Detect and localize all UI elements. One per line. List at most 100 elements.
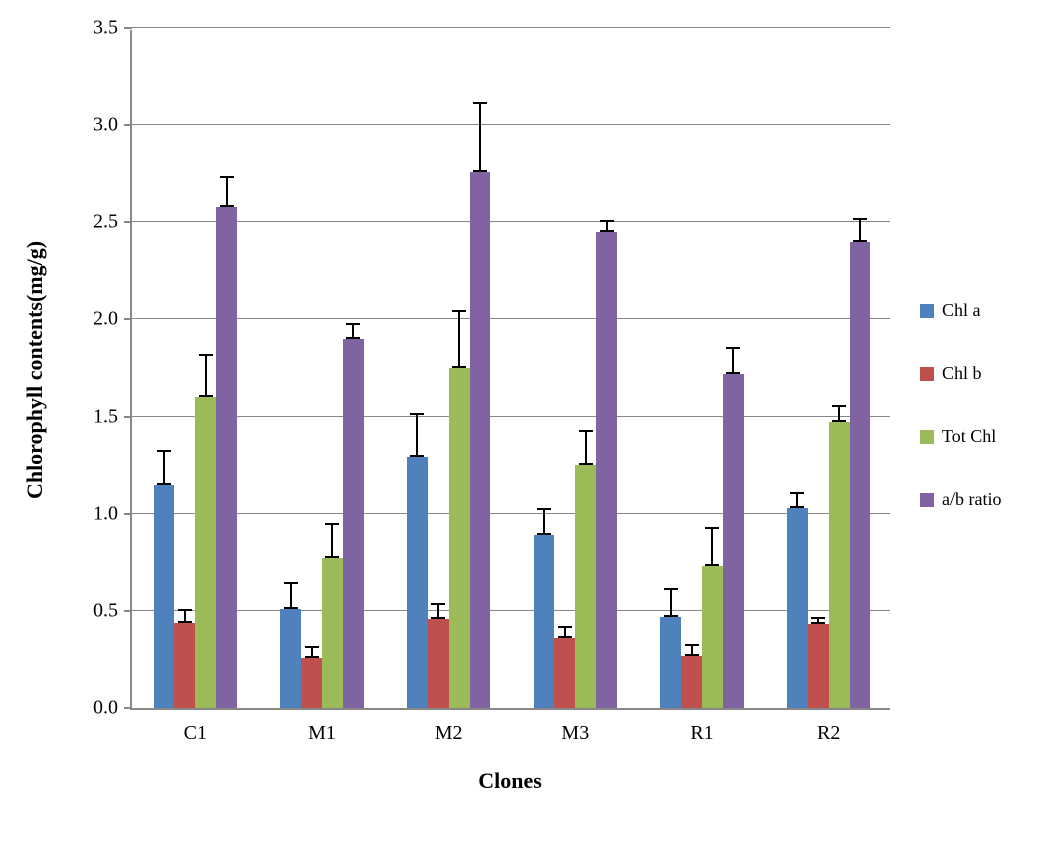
legend-item: Chl b xyxy=(920,363,1001,384)
errorbar-cap xyxy=(685,654,699,656)
bar xyxy=(534,535,555,708)
errorbar-cap xyxy=(726,372,740,374)
legend-label: Chl a xyxy=(942,300,981,321)
bar xyxy=(702,566,723,708)
legend-swatch xyxy=(920,304,934,318)
errorbar-cap xyxy=(537,508,551,510)
errorbar xyxy=(711,529,713,566)
bar xyxy=(829,422,850,708)
errorbar-cap xyxy=(178,609,192,611)
bar xyxy=(660,617,681,708)
errorbar-cap xyxy=(325,556,339,558)
errorbar-cap xyxy=(685,644,699,646)
y-axis-title: Chlorophyll contents(mg/g) xyxy=(22,241,48,499)
bar xyxy=(575,465,596,708)
gridline xyxy=(132,124,890,125)
legend-swatch xyxy=(920,430,934,444)
errorbar xyxy=(732,349,734,374)
x-tick-label: R2 xyxy=(817,708,840,745)
errorbar-cap xyxy=(178,621,192,623)
errorbar-cap xyxy=(157,483,171,485)
errorbar-cap xyxy=(305,646,319,648)
errorbar-cap xyxy=(853,240,867,242)
errorbar-cap xyxy=(579,430,593,432)
bar xyxy=(195,397,216,708)
chart-container: 0.00.51.01.52.02.53.03.5C1M1M2M3R1R2 Chl… xyxy=(0,0,1063,843)
bar xyxy=(280,609,301,708)
legend-item: Chl a xyxy=(920,300,1001,321)
bar xyxy=(428,619,449,708)
bar xyxy=(681,656,702,708)
errorbar-cap xyxy=(410,413,424,415)
legend-label: a/b ratio xyxy=(942,489,1001,510)
legend-item: a/b ratio xyxy=(920,489,1001,510)
bar xyxy=(301,658,322,709)
bar xyxy=(216,207,237,708)
errorbar-cap xyxy=(452,366,466,368)
errorbar-cap xyxy=(284,582,298,584)
bar xyxy=(808,624,829,708)
bar xyxy=(723,374,744,708)
errorbar-cap xyxy=(537,533,551,535)
legend-swatch xyxy=(920,493,934,507)
errorbar xyxy=(331,525,333,558)
errorbar-cap xyxy=(199,354,213,356)
errorbar-cap xyxy=(726,347,740,349)
y-tick-label: 0.0 xyxy=(93,697,132,720)
y-tick-label: 2.5 xyxy=(93,211,132,234)
x-tick-label: C1 xyxy=(184,708,207,745)
bar xyxy=(850,242,871,708)
x-tick-label: R1 xyxy=(690,708,713,745)
legend-label: Chl b xyxy=(942,363,982,384)
errorbar-cap xyxy=(853,218,867,220)
gridline xyxy=(132,610,890,611)
errorbar-cap xyxy=(346,323,360,325)
bar xyxy=(174,623,195,708)
y-tick-label: 3.0 xyxy=(93,114,132,137)
errorbar-cap xyxy=(558,626,572,628)
errorbar xyxy=(226,178,228,207)
bar xyxy=(470,172,491,708)
errorbar-cap xyxy=(600,220,614,222)
bar xyxy=(154,485,175,708)
errorbar xyxy=(543,510,545,535)
errorbar-cap xyxy=(410,455,424,457)
errorbar-cap xyxy=(346,337,360,339)
errorbar-cap xyxy=(832,420,846,422)
legend-item: Tot Chl xyxy=(920,426,1001,447)
errorbar xyxy=(585,432,587,465)
gridline xyxy=(132,318,890,319)
errorbar xyxy=(479,104,481,172)
errorbar-cap xyxy=(220,205,234,207)
legend-label: Tot Chl xyxy=(942,426,996,447)
errorbar-cap xyxy=(157,450,171,452)
x-tick-label: M3 xyxy=(561,708,589,745)
errorbar-cap xyxy=(811,622,825,624)
errorbar xyxy=(670,590,672,617)
x-tick-label: M2 xyxy=(435,708,463,745)
errorbar-cap xyxy=(705,564,719,566)
legend-swatch xyxy=(920,367,934,381)
bar xyxy=(449,368,470,708)
legend: Chl a Chl b Tot Chl a/b ratio xyxy=(920,300,1001,552)
gridline xyxy=(132,513,890,514)
x-axis-title: Clones xyxy=(478,768,542,794)
errorbar-cap xyxy=(558,636,572,638)
errorbar-cap xyxy=(664,615,678,617)
errorbar-cap xyxy=(284,607,298,609)
bar xyxy=(322,558,343,708)
errorbar-cap xyxy=(199,395,213,397)
errorbar-cap xyxy=(790,492,804,494)
gridline xyxy=(132,221,890,222)
bar xyxy=(407,457,428,708)
bar xyxy=(596,232,617,708)
plot-area: 0.00.51.01.52.02.53.03.5C1M1M2M3R1R2 xyxy=(130,30,890,710)
errorbar-cap xyxy=(473,102,487,104)
errorbar-cap xyxy=(705,527,719,529)
y-tick-label: 1.0 xyxy=(93,502,132,525)
bar xyxy=(554,638,575,708)
errorbar-cap xyxy=(600,230,614,232)
errorbar xyxy=(859,220,861,241)
y-tick-label: 3.5 xyxy=(93,17,132,40)
errorbar-cap xyxy=(305,656,319,658)
